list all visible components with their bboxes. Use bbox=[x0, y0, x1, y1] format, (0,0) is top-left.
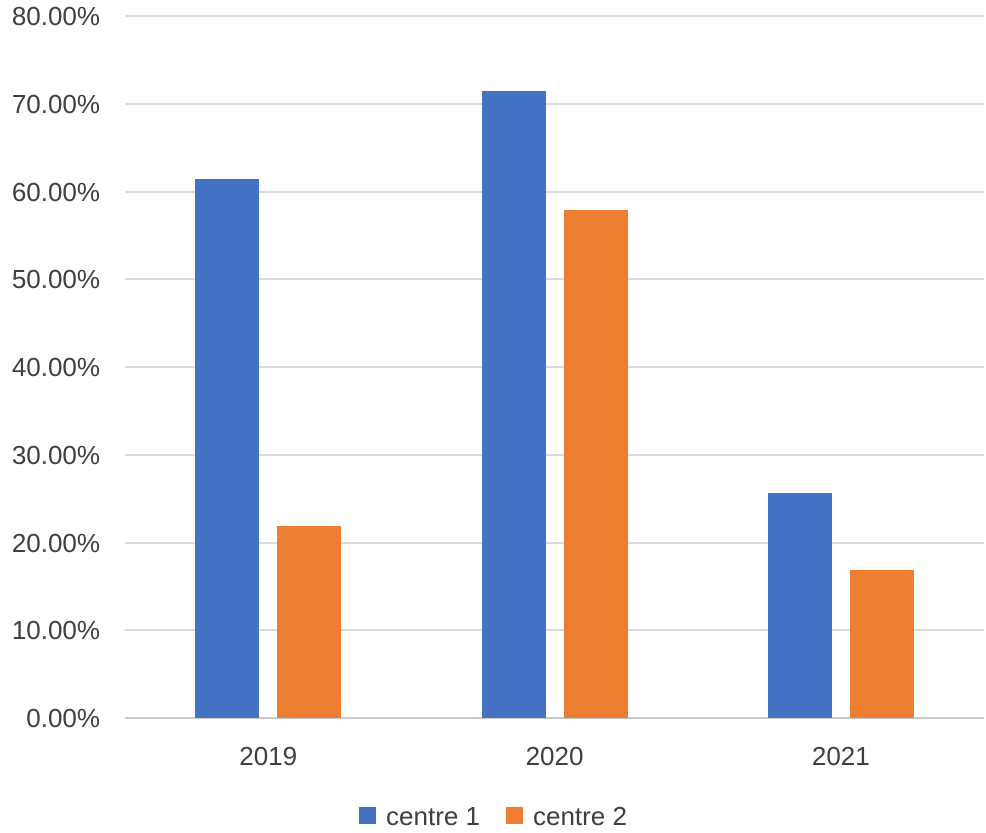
y-tick-label: 0.00% bbox=[26, 703, 100, 733]
gridline bbox=[125, 629, 984, 632]
bar-centre-2-2020 bbox=[563, 209, 628, 718]
plot-area bbox=[125, 15, 984, 719]
gridline bbox=[125, 541, 984, 544]
y-tick-label: 80.00% bbox=[11, 1, 100, 31]
x-tick-label-2021: 2021 bbox=[811, 741, 870, 771]
legend: centre 1 centre 2 bbox=[0, 798, 986, 833]
gridline bbox=[125, 190, 984, 193]
y-tick-label: 50.00% bbox=[11, 264, 100, 295]
bar-centre-1-2020 bbox=[481, 90, 546, 718]
gridline bbox=[125, 15, 984, 17]
x-tick-label-2020: 2020 bbox=[525, 741, 584, 771]
x-axis-line bbox=[125, 717, 984, 719]
bar-centre-1-2021 bbox=[767, 493, 832, 718]
legend-item-centre-1: centre 1 bbox=[359, 799, 480, 833]
legend-label: centre 2 bbox=[533, 800, 627, 831]
y-tick-label: 30.00% bbox=[11, 439, 100, 470]
gridline bbox=[125, 453, 984, 456]
y-tick-label: 40.00% bbox=[11, 352, 100, 382]
y-tick-label: 10.00% bbox=[11, 615, 100, 646]
bar-centre-1-2019 bbox=[195, 179, 260, 718]
y-tick-label: 70.00% bbox=[11, 88, 100, 119]
legend-item-centre-2: centre 2 bbox=[506, 799, 627, 833]
bar-centre-2-2019 bbox=[277, 525, 342, 718]
legend-swatch-icon bbox=[359, 807, 377, 824]
gridline bbox=[125, 102, 984, 105]
bar-centre-2-2021 bbox=[849, 569, 914, 718]
legend-swatch-icon bbox=[506, 807, 523, 824]
legend-label: centre 1 bbox=[386, 800, 480, 831]
y-tick-label: 20.00% bbox=[11, 527, 100, 558]
gridline bbox=[125, 278, 984, 281]
x-tick-label-2019: 2019 bbox=[239, 741, 298, 771]
y-tick-label: 60.00% bbox=[11, 176, 100, 207]
gridline bbox=[125, 366, 984, 368]
